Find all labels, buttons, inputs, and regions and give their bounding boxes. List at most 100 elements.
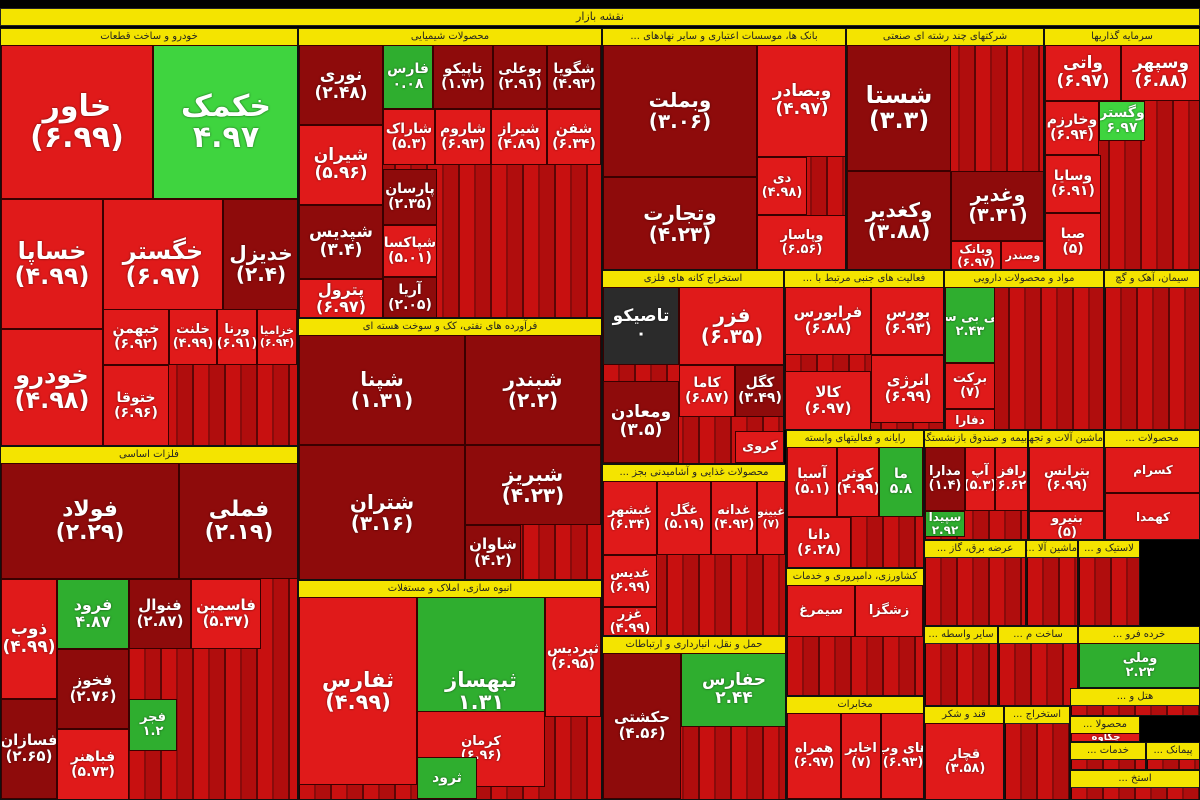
stock-tile[interactable]: خساپا (۴.۹۹) xyxy=(1,199,103,329)
stock-tile[interactable]: خبهمن (۶.۹۲) xyxy=(103,309,169,365)
stock-tile[interactable]: فنوال (۲.۸۷) xyxy=(129,579,191,649)
stock-tile[interactable]: ختوقا (۶.۹۶) xyxy=(103,365,169,445)
stock-tile[interactable]: وپاسار (۶.۵۶) xyxy=(757,215,845,269)
stock-tile[interactable]: صبا (۵) xyxy=(1045,213,1101,269)
stock-tile[interactable]: ما ۵.۸ xyxy=(879,447,923,517)
stock-tile[interactable]: دی (۴.۹۸) xyxy=(757,157,807,215)
stock-tile[interactable]: شبندر (۲.۲) xyxy=(465,335,601,445)
stock-tile[interactable]: شیران (۵.۹۶) xyxy=(299,125,383,205)
stock-tile[interactable]: خکمک ۴.۹۷ xyxy=(153,45,297,199)
stock-tile[interactable]: سپیدا ۲.۹۲ xyxy=(925,511,965,537)
stock-tile[interactable]: شفن (۶.۳۴) xyxy=(547,109,601,165)
stock-tile[interactable]: انرژی (۶.۹۹) xyxy=(871,355,943,423)
stock-tile[interactable]: فملی (۲.۱۹) xyxy=(179,463,297,579)
stock-tile[interactable]: شپاکسا (۵.۰۱) xyxy=(383,225,437,277)
stock-tile[interactable]: وبصادر (۴.۹۷) xyxy=(757,45,845,157)
stock-tile[interactable]: کاما (۶.۸۷) xyxy=(679,365,735,417)
stock-tile[interactable]: حکشتی (۴.۵۶) xyxy=(603,653,681,799)
stock-tile[interactable]: ورنا (۶.۹۱) xyxy=(217,309,257,365)
stock-tile[interactable]: وملی ۲.۲۳ xyxy=(1079,643,1199,687)
stock-tile[interactable]: آسیا (۵.۱) xyxy=(787,447,837,517)
stock-tile[interactable]: شستا (۳.۳) xyxy=(847,45,951,171)
stock-tile[interactable]: خلنت (۴.۹۹) xyxy=(169,309,217,365)
stock-tile[interactable]: وتجارت (۴.۲۳) xyxy=(603,177,757,269)
stock-tile[interactable]: بورس (۶.۹۳) xyxy=(871,287,943,355)
stock-tile[interactable]: بنیرو (۵) xyxy=(1029,511,1103,539)
stock-tile[interactable]: تاپیکو (۱.۷۲) xyxy=(433,45,493,109)
stock-tile[interactable]: ذوب (۴.۹۹) xyxy=(1,579,57,699)
stock-tile[interactable]: برکت (۷) xyxy=(945,363,995,409)
stock-tile[interactable]: شاروم (۶.۹۳) xyxy=(435,109,491,165)
stock-tile[interactable]: شیراز (۴.۸۹) xyxy=(491,109,547,165)
stock-tile[interactable]: قچار (۳.۵۸) xyxy=(925,723,1003,799)
stock-tile[interactable]: فاسمین (۵.۳۷) xyxy=(191,579,261,649)
stock-tile[interactable]: پترول (۶.۹۷) xyxy=(299,279,383,317)
stock-tile[interactable]: همراه (۶.۹۷) xyxy=(787,713,841,799)
stock-tile[interactable]: بترانس (۶.۹۹) xyxy=(1029,447,1103,511)
stock-tile[interactable]: خزامیا (۶.۹۴) xyxy=(257,309,297,365)
stock-tile[interactable]: فارس ۰.۰۸ xyxy=(383,45,433,109)
stock-tile[interactable]: ثفارس (۴.۹۹) xyxy=(299,597,417,785)
stock-tile[interactable]: فباهنر (۵.۷۳) xyxy=(57,729,129,799)
stock-tile[interactable]: کگل (۳.۴۹) xyxy=(735,365,783,417)
stock-tile[interactable]: فسازان (۲.۶۵) xyxy=(1,699,57,799)
stock-tile[interactable]: ثرود xyxy=(417,757,477,799)
stock-tile[interactable]: غدانه (۴.۹۲) xyxy=(711,481,757,555)
stock-tile[interactable]: زشگزا xyxy=(855,585,923,637)
stock-tile[interactable]: غزر (۴.۹۹) xyxy=(603,607,657,635)
stock-tile[interactable]: فخوز (۲.۷۶) xyxy=(57,649,129,729)
stock-tile[interactable]: رافز(۶.۶۲) xyxy=(995,447,1027,511)
stock-tile[interactable]: تکی بی سی۲.۴۳ xyxy=(945,287,995,363)
stock-tile[interactable]: دانا (۶.۲۸) xyxy=(787,517,851,567)
stock-tile[interactable]: غگل (۵.۱۹) xyxy=(657,481,711,555)
stock-tile[interactable]: غدیس (۶.۹۹) xyxy=(603,555,657,607)
stock-tile[interactable]: چکاوه xyxy=(1071,733,1139,741)
stock-tile[interactable]: وسایا (۶.۹۱) xyxy=(1045,155,1101,213)
stock-tile[interactable]: فرود ۴.۸۷ xyxy=(57,579,129,649)
stock-tile[interactable]: حفارس ۲.۴۴ xyxy=(681,653,785,727)
stock-tile[interactable]: ثپردیس (۶.۹۵) xyxy=(545,597,601,717)
stock-tile[interactable]: واتی (۶.۹۷) xyxy=(1045,45,1121,101)
stock-tile[interactable]: خاور (۶.۹۹) xyxy=(1,45,153,199)
stock-tile[interactable]: پارسان (۲.۳۵) xyxy=(383,169,437,225)
stock-tile[interactable]: خودرو (۴.۹۸) xyxy=(1,329,103,445)
stock-tile[interactable]: وکغدیر (۳.۸۸) xyxy=(847,171,951,269)
stock-tile[interactable]: کوثر (۴.۹۹) xyxy=(837,447,879,517)
stock-tile[interactable]: کسرام xyxy=(1105,447,1199,493)
stock-tile[interactable]: وغدیر (۳.۳۱) xyxy=(951,171,1043,241)
stock-tile[interactable]: وصندر xyxy=(1001,241,1043,269)
stock-tile[interactable]: آریا (۲.۰۵) xyxy=(383,277,437,317)
stock-tile[interactable]: آپ (۵.۳) xyxy=(965,447,995,511)
stock-tile[interactable]: شپدیس (۳.۴) xyxy=(299,205,383,279)
stock-tile[interactable]: وسپهر (۶.۸۸) xyxy=(1121,45,1199,101)
stock-tile[interactable]: وخارزم (۶.۹۴) xyxy=(1045,101,1099,155)
stock-tile[interactable]: بوعلی (۲.۹۱) xyxy=(493,45,547,109)
stock-tile[interactable]: تاصیکو ۰ xyxy=(603,287,679,365)
stock-tile[interactable]: شتران (۳.۱۶) xyxy=(299,445,465,579)
stock-tile[interactable]: شبریز (۴.۲۳) xyxy=(465,445,601,525)
stock-tile[interactable]: دفارا xyxy=(945,409,995,429)
stock-tile[interactable]: اخابر (۷) xyxy=(841,713,881,799)
stock-tile[interactable]: فزر (۶.۳۵) xyxy=(679,287,783,365)
stock-tile[interactable]: وبانک (۶.۹۷) xyxy=(951,241,1001,269)
stock-tile[interactable]: کروی xyxy=(735,431,783,463)
stock-tile[interactable]: کالا (۶.۹۷) xyxy=(785,371,871,429)
stock-tile[interactable]: فجر ۱.۲ xyxy=(129,699,177,751)
stock-tile[interactable]: غبینو (۷) xyxy=(757,481,785,555)
stock-tile[interactable]: کهمدا xyxy=(1105,493,1199,539)
stock-tile[interactable]: مدارا (۱.۴) xyxy=(925,447,965,511)
stock-tile[interactable]: فولاد (۲.۲۹) xyxy=(1,463,179,579)
stock-tile[interactable]: نوری (۲.۴۸) xyxy=(299,45,383,125)
stock-tile[interactable]: شگویا (۴.۹۳) xyxy=(547,45,601,109)
stock-tile[interactable]: وگستر ۶.۹۷ xyxy=(1099,101,1145,141)
stock-tile[interactable]: شاراک (۵.۳) xyxy=(383,109,435,165)
stock-tile[interactable]: های وب(۶.۹۳) xyxy=(881,713,923,799)
stock-tile[interactable]: ومعادن (۳.۵) xyxy=(603,381,679,463)
stock-tile[interactable]: وبملت (۳.۰۶) xyxy=(603,45,757,177)
stock-tile[interactable]: سیمرغ xyxy=(787,585,855,637)
stock-tile[interactable]: فرابورس (۶.۸۸) xyxy=(785,287,871,355)
stock-tile[interactable]: خگستر (۶.۹۷) xyxy=(103,199,223,329)
stock-tile[interactable]: غبشهر (۶.۳۴) xyxy=(603,481,657,555)
stock-tile[interactable]: شاوان (۴.۲) xyxy=(465,525,521,579)
stock-tile[interactable]: شپنا (۱.۳۱) xyxy=(299,335,465,445)
